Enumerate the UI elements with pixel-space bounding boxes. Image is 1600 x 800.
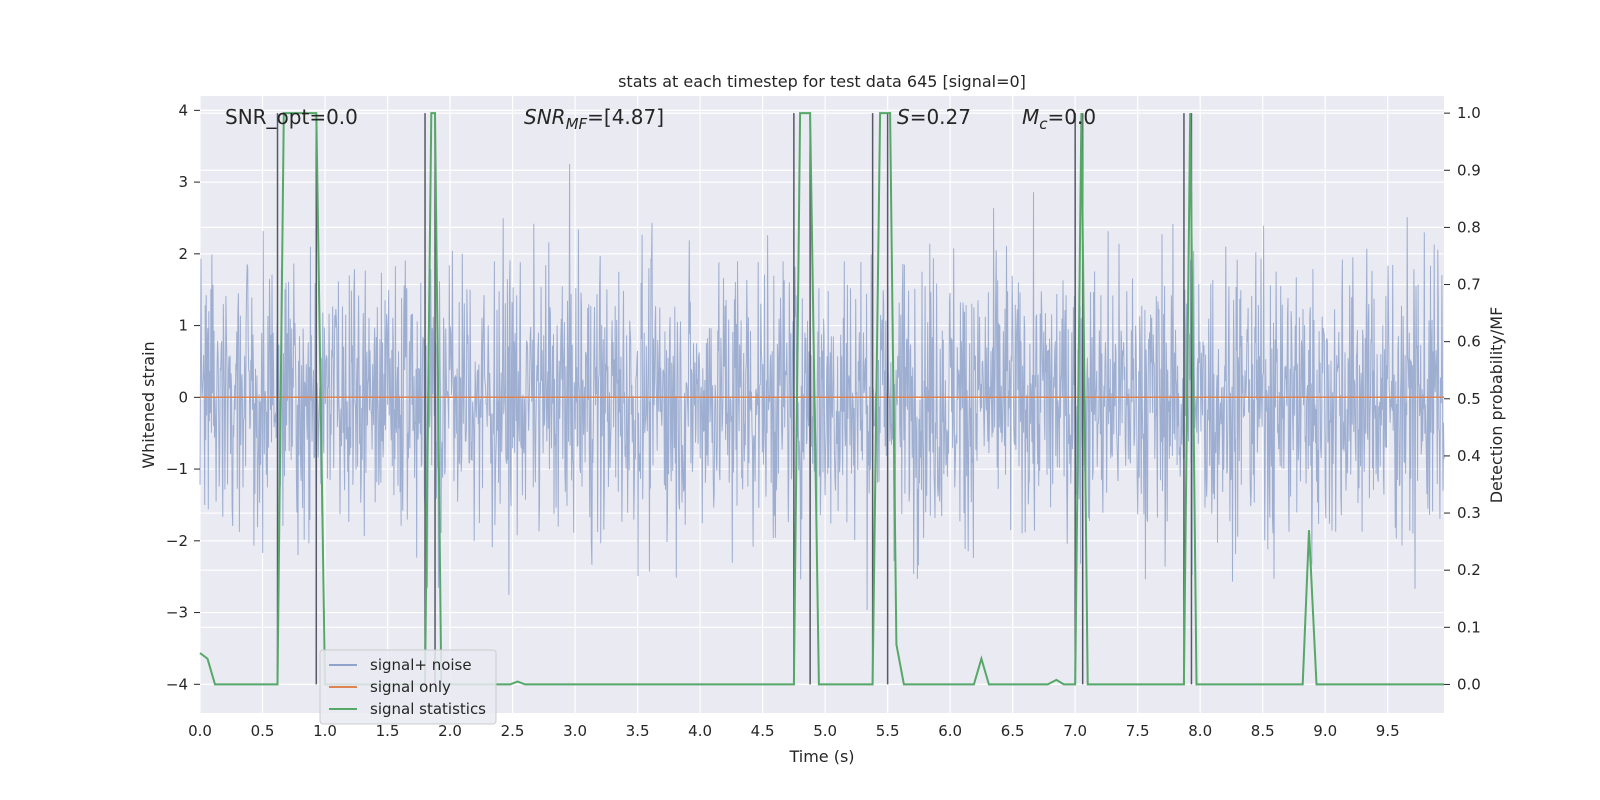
x-tick-label: 7.5 — [1126, 722, 1150, 740]
legend: signal+ noise signal only signal statist… — [319, 649, 497, 725]
y-tick-label: 0 — [178, 388, 188, 406]
y-tick-label: −2 — [166, 532, 188, 550]
x-tick-label: 1.5 — [376, 722, 400, 740]
x-tick-label: 4.0 — [688, 722, 712, 740]
y2-tick-label: 0.1 — [1457, 618, 1481, 636]
annotation-s: S=0.27 — [897, 105, 971, 129]
x-tick-label: 0.0 — [188, 722, 212, 740]
y2-tick-label: 0.0 — [1457, 675, 1481, 693]
x-tick-label: 2.0 — [438, 722, 462, 740]
x-tick-label: 8.5 — [1251, 722, 1275, 740]
y-tick-label: 4 — [178, 101, 188, 119]
y-tick-label: 2 — [178, 245, 188, 263]
series-line-signal-noise — [199, 164, 1445, 611]
legend-box — [319, 649, 497, 725]
x-tick-label: 1.0 — [313, 722, 337, 740]
tick-layer: 0.0 0.5 1.0 1.5 2.0 2.5 3.0 3.5 4.0 4.5 5.0 5.5 6.0 6… — [166, 101, 1481, 740]
y2-tick-label: 0.6 — [1457, 333, 1481, 351]
x-tick-label: 5.5 — [876, 722, 900, 740]
x-tick-label: 9.5 — [1376, 722, 1400, 740]
y2-tick-label: 0.9 — [1457, 161, 1481, 179]
y2-tick-label: 1.0 — [1457, 104, 1481, 122]
x-tick-label: 9.0 — [1313, 722, 1337, 740]
x-tick-label: 8.0 — [1188, 722, 1212, 740]
x-tick-label: 0.5 — [251, 722, 275, 740]
y2-tick-label: 0.5 — [1457, 390, 1481, 408]
y-tick-label: −1 — [166, 460, 188, 478]
legend-label-signal-only: signal only — [370, 678, 451, 696]
y2-axis-label: Detection probability/MF — [1487, 307, 1506, 504]
y2-tick-label: 0.7 — [1457, 276, 1481, 294]
y-axis-label: Whitened strain — [139, 341, 158, 468]
y2-tick-label: 0.2 — [1457, 561, 1481, 579]
y2-tick-label: 0.3 — [1457, 504, 1481, 522]
chart-title: stats at each timestep for test data 645… — [618, 72, 1026, 91]
x-tick-label: 3.5 — [626, 722, 650, 740]
x-tick-label: 3.0 — [563, 722, 587, 740]
x-tick-label: 5.0 — [813, 722, 837, 740]
annotations: SNR_opt=0.0 SNRMF=[4.87] S=0.27 Mc=0.0 — [225, 105, 1096, 133]
y2-tick-label: 0.8 — [1457, 218, 1481, 236]
legend-label-signal-statistics: signal statistics — [370, 700, 486, 718]
annotation-mc: Mc=0.0 — [1022, 105, 1096, 133]
x-tick-label: 2.5 — [501, 722, 525, 740]
x-tick-label: 6.5 — [1001, 722, 1025, 740]
annotation-snr-opt: SNR_opt=0.0 — [225, 105, 358, 129]
y-tick-label: 1 — [178, 317, 188, 335]
legend-label-signal-noise: signal+ noise — [370, 656, 472, 674]
x-axis-label: Time (s) — [788, 747, 854, 766]
x-tick-label: 7.0 — [1063, 722, 1087, 740]
y-tick-label: 3 — [178, 173, 188, 191]
y2-tick-label: 0.4 — [1457, 447, 1481, 465]
y-tick-label: −3 — [166, 604, 188, 622]
x-tick-label: 6.0 — [938, 722, 962, 740]
y-tick-label: −4 — [166, 675, 188, 693]
annotation-snr-mf: SNRMF=[4.87] — [524, 105, 664, 133]
x-tick-label: 4.5 — [751, 722, 775, 740]
